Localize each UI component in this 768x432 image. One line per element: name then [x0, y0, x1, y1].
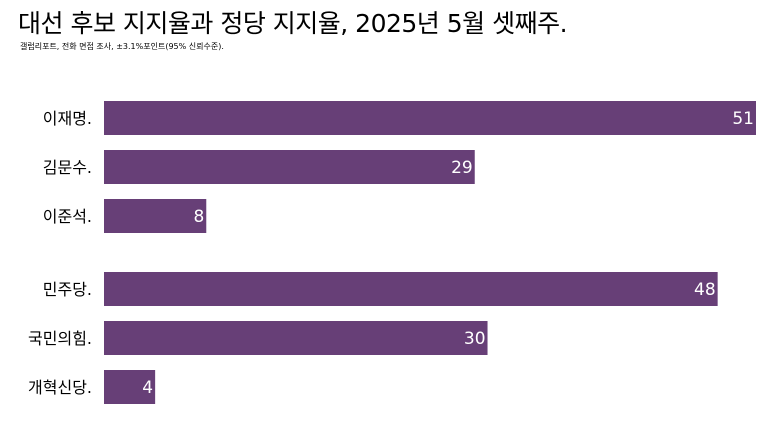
- value-label: 4: [142, 378, 153, 398]
- chart-title: 대선 후보 지지율과 정당 지지율, 2025년 5월 셋째주.: [18, 9, 568, 38]
- category-label: 이준석.: [43, 207, 92, 226]
- category-label: 개혁신당.: [28, 378, 92, 397]
- bar: [104, 101, 756, 135]
- bar: [104, 150, 475, 184]
- bar: [104, 199, 207, 233]
- category-label: 김문수.: [43, 158, 92, 177]
- value-label: 29: [451, 158, 473, 178]
- bar: [104, 370, 156, 404]
- category-label: 민주당.: [43, 280, 92, 299]
- value-label: 8: [193, 207, 204, 227]
- bar: [104, 272, 718, 306]
- value-label: 51: [732, 109, 754, 129]
- category-label: 이재명.: [43, 109, 92, 128]
- value-label: 30: [464, 329, 486, 349]
- value-label: 48: [694, 280, 716, 300]
- category-label: 국민의힘.: [28, 329, 92, 348]
- chart-subtitle: 갤럽리포트, 전화 면접 조사, ±3.1%포인트(95% 신뢰수준).: [20, 42, 224, 51]
- bar: [104, 321, 488, 355]
